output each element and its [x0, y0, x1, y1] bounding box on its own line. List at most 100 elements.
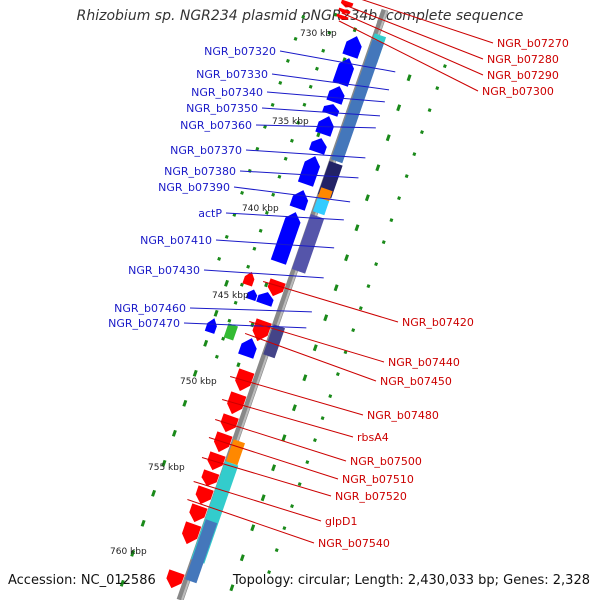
skew-dash: [406, 74, 412, 82]
skew-dash: [435, 86, 440, 91]
ruler-label: 745 kbp: [212, 291, 249, 301]
ruler-label: 730 kbp: [300, 29, 337, 39]
skew-dash: [260, 494, 266, 502]
skew-dash: [277, 174, 282, 179]
leader-line: [201, 456, 332, 497]
skew-dash: [224, 279, 229, 287]
gene-label-NGR_b07540[interactable]: NGR_b07540: [318, 537, 390, 550]
gene-arrow: [297, 156, 320, 187]
gene-label-NGR_b07460[interactable]: NGR_b07460: [114, 302, 186, 315]
gene-arrow: [220, 413, 239, 433]
skew-dash: [344, 254, 350, 262]
gene-label-NGR_b07510[interactable]: NGR_b07510: [342, 473, 414, 486]
gene-arrow: [342, 36, 362, 59]
skew-dash: [250, 524, 256, 532]
skew-dash: [404, 174, 409, 179]
skew-dash: [302, 374, 308, 382]
gene-label-NGR_b07360[interactable]: NGR_b07360: [180, 119, 252, 132]
ruler-label: 760 kbp: [110, 547, 147, 557]
skew-dash: [327, 30, 332, 35]
skew-dash: [396, 104, 402, 112]
skew-dash: [313, 438, 317, 443]
leader-line: [187, 498, 315, 544]
axis-tick: [316, 132, 321, 138]
skew-dash: [282, 526, 287, 531]
skew-dash: [333, 284, 339, 292]
skew-dash: [343, 350, 348, 355]
skew-dash: [315, 66, 319, 71]
gene-label-NGR_b07410[interactable]: NGR_b07410: [140, 234, 212, 247]
axis-tick: [236, 362, 241, 368]
skew-dash: [229, 584, 235, 592]
leader-line: [249, 320, 385, 363]
gene-label-NGR_b07350[interactable]: NGR_b07350: [186, 102, 258, 115]
skew-dash: [397, 196, 401, 201]
gene-arrow: [256, 292, 274, 307]
leader-line: [183, 322, 307, 329]
skew-dash: [374, 262, 379, 267]
gene-arrow: [182, 521, 202, 545]
feature-tracks: [166, 0, 387, 589]
skew-dash: [420, 130, 424, 135]
skew-dash: [258, 228, 263, 233]
gene-labels[interactable]: NGR_b07320 NGR_b07330 NGR_b07340 NGR_b07350…: [108, 37, 569, 550]
gene-arrow: [166, 569, 185, 589]
skew-dash: [151, 489, 157, 497]
gene-label-NGR_b07440[interactable]: NGR_b07440: [388, 356, 460, 369]
skew-dash: [312, 344, 318, 352]
gene-arrow: [238, 338, 257, 359]
gene-label-NGR_b07420[interactable]: NGR_b07420: [402, 316, 474, 329]
gene-label-NGR_b07290[interactable]: NGR_b07290: [487, 69, 559, 82]
leader-line: [225, 212, 344, 221]
leader-line: [208, 436, 339, 480]
skew-dash: [305, 460, 310, 465]
skew-dash: [182, 399, 188, 407]
gene-label-NGR_b07500[interactable]: NGR_b07500: [350, 455, 422, 468]
gene-label-NGR_b07330[interactable]: NGR_b07330: [196, 68, 268, 81]
gene-label-glpD1[interactable]: glpD1: [325, 515, 358, 528]
skew-dash: [289, 138, 294, 143]
gene-label-NGR_b07470[interactable]: NGR_b07470: [108, 317, 180, 330]
skew-dash: [354, 224, 360, 232]
leader-line: [233, 186, 351, 203]
gene-label-NGR_b07370[interactable]: NGR_b07370: [170, 144, 242, 157]
leader-line: [261, 107, 381, 117]
skew-dash: [278, 80, 283, 85]
leader-line: [245, 149, 366, 159]
gene-arrow: [322, 104, 340, 117]
gene-label-NGR_b07520[interactable]: NGR_b07520: [335, 490, 407, 503]
gene-label-NGR_b07280[interactable]: NGR_b07280: [487, 53, 559, 66]
gene-label-NGR_b07300[interactable]: NGR_b07300: [482, 85, 554, 98]
gene-arrow: [309, 138, 327, 155]
gene-arrow: [332, 58, 354, 87]
gene-arrow: [242, 271, 255, 287]
skew-dash: [366, 284, 371, 289]
feature-band: [312, 197, 330, 216]
skew-dash: [252, 246, 257, 251]
gene-label-NGR_b07430[interactable]: NGR_b07430: [128, 264, 200, 277]
skew-dash: [264, 210, 269, 215]
gene-label-NGR_b07480[interactable]: NGR_b07480: [367, 409, 439, 422]
gene-label-NGR_b07390[interactable]: NGR_b07390: [158, 181, 230, 194]
skew-dash: [333, 12, 338, 17]
gene-label-actP[interactable]: actP: [198, 207, 222, 220]
gene-label-NGR_b07450[interactable]: NGR_b07450: [380, 375, 452, 388]
axis-tick: [264, 282, 269, 288]
leader-line: [203, 269, 324, 279]
ruler-label: 750 kbp: [180, 377, 217, 387]
gene-label-NGR_b07340[interactable]: NGR_b07340: [191, 86, 263, 99]
skew-dash: [221, 336, 226, 341]
skew-dash: [308, 84, 313, 89]
gene-label-NGR_b07380[interactable]: NGR_b07380: [164, 165, 236, 178]
gene-label-NGR_b07270[interactable]: NGR_b07270: [497, 37, 569, 50]
gene-label-NGR_b07320[interactable]: NGR_b07320: [204, 45, 276, 58]
skew-dash: [203, 339, 209, 347]
skew-dash: [192, 369, 198, 377]
gene-label-rbsA4[interactable]: rbsA4: [357, 431, 389, 444]
gene-arrow: [201, 469, 220, 487]
skew-dash: [140, 519, 146, 527]
leader-line: [266, 91, 385, 103]
gene-arrow: [338, 7, 351, 14]
skew-dash: [267, 570, 272, 575]
